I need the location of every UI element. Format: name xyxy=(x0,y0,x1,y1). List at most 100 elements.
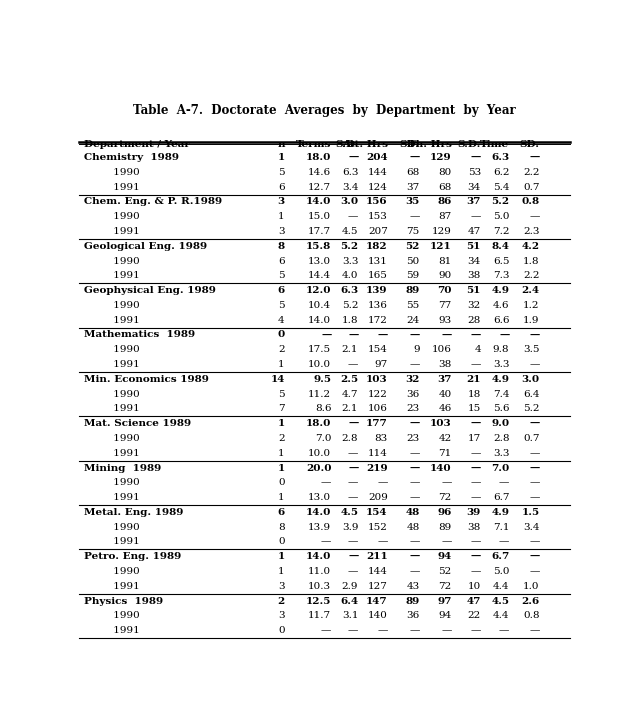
Text: 83: 83 xyxy=(375,434,387,443)
Text: 154: 154 xyxy=(367,508,387,517)
Text: 3: 3 xyxy=(278,227,285,236)
Text: 23: 23 xyxy=(406,434,420,443)
Text: 106: 106 xyxy=(432,346,451,354)
Text: 4.4: 4.4 xyxy=(493,611,510,620)
Text: 4: 4 xyxy=(278,316,285,325)
Text: 93: 93 xyxy=(438,316,451,325)
Text: 7: 7 xyxy=(278,405,285,413)
Text: 106: 106 xyxy=(368,405,387,413)
Text: 5.2: 5.2 xyxy=(340,242,358,251)
Text: 12.0: 12.0 xyxy=(306,286,331,295)
Text: —: — xyxy=(470,626,481,635)
Text: —: — xyxy=(470,212,481,221)
Text: Mat. Science 1989: Mat. Science 1989 xyxy=(84,419,191,428)
Text: 24: 24 xyxy=(406,316,420,325)
Text: 7.2: 7.2 xyxy=(493,227,510,236)
Text: —: — xyxy=(410,331,420,339)
Text: Petro. Eng. 1989: Petro. Eng. 1989 xyxy=(84,552,181,561)
Text: —: — xyxy=(377,331,387,339)
Text: 2.8: 2.8 xyxy=(342,434,358,443)
Text: 129: 129 xyxy=(432,227,451,236)
Text: Department / Year: Department / Year xyxy=(84,140,190,149)
Text: 1: 1 xyxy=(277,153,285,162)
Text: 4.5: 4.5 xyxy=(341,508,358,517)
Text: 10.0: 10.0 xyxy=(308,449,331,458)
Text: 94: 94 xyxy=(437,552,451,561)
Text: 6.3: 6.3 xyxy=(491,153,510,162)
Text: 3.1: 3.1 xyxy=(342,611,358,620)
Text: 0: 0 xyxy=(277,331,285,339)
Text: —: — xyxy=(471,153,481,162)
Text: Chemistry  1989: Chemistry 1989 xyxy=(84,153,179,162)
Text: 219: 219 xyxy=(366,464,387,473)
Text: 23: 23 xyxy=(406,405,420,413)
Text: 5.2: 5.2 xyxy=(523,405,540,413)
Text: Metal. Eng. 1989: Metal. Eng. 1989 xyxy=(84,508,184,517)
Text: —: — xyxy=(377,538,387,547)
Text: —: — xyxy=(441,479,451,487)
Text: —: — xyxy=(348,419,358,428)
Text: 2.2: 2.2 xyxy=(523,272,540,280)
Text: 3.0: 3.0 xyxy=(340,198,358,206)
Text: 9.5: 9.5 xyxy=(313,375,331,384)
Text: 5: 5 xyxy=(278,390,285,399)
Text: 3.4: 3.4 xyxy=(523,523,540,532)
Text: 6.4: 6.4 xyxy=(523,390,540,399)
Text: 0: 0 xyxy=(278,479,285,487)
Text: 153: 153 xyxy=(368,212,387,221)
Text: 14.0: 14.0 xyxy=(306,552,331,561)
Text: 39: 39 xyxy=(467,508,481,517)
Text: 3.4: 3.4 xyxy=(342,183,358,192)
Text: Min. Economics 1989: Min. Economics 1989 xyxy=(84,375,209,384)
Text: —: — xyxy=(499,626,510,635)
Text: SD.: SD. xyxy=(520,140,540,149)
Text: —: — xyxy=(530,331,540,339)
Text: —: — xyxy=(409,626,420,635)
Text: 131: 131 xyxy=(368,257,387,265)
Text: 89: 89 xyxy=(438,523,451,532)
Text: —: — xyxy=(409,538,420,547)
Text: 5: 5 xyxy=(278,272,285,280)
Text: —: — xyxy=(530,552,540,561)
Text: 114: 114 xyxy=(368,449,387,458)
Text: 1: 1 xyxy=(278,449,285,458)
Text: 11.0: 11.0 xyxy=(308,567,331,576)
Text: 11.2: 11.2 xyxy=(308,390,331,399)
Text: 6: 6 xyxy=(277,286,285,295)
Text: Geological Eng. 1989: Geological Eng. 1989 xyxy=(84,242,207,251)
Text: —: — xyxy=(348,626,358,635)
Text: —: — xyxy=(529,212,540,221)
Text: —: — xyxy=(409,212,420,221)
Text: 4.2: 4.2 xyxy=(522,242,540,251)
Text: 0: 0 xyxy=(278,626,285,635)
Text: 1.0: 1.0 xyxy=(523,582,540,591)
Text: 8: 8 xyxy=(277,242,285,251)
Text: 139: 139 xyxy=(367,286,387,295)
Text: 3.9: 3.9 xyxy=(342,523,358,532)
Text: n: n xyxy=(277,140,285,149)
Text: 51: 51 xyxy=(467,286,481,295)
Text: 3.3: 3.3 xyxy=(493,449,510,458)
Text: 94: 94 xyxy=(438,611,451,620)
Text: —: — xyxy=(499,479,510,487)
Text: 68: 68 xyxy=(406,168,420,177)
Text: 6.4: 6.4 xyxy=(340,597,358,606)
Text: 72: 72 xyxy=(438,582,451,591)
Text: 81: 81 xyxy=(438,257,451,265)
Text: —: — xyxy=(529,626,540,635)
Text: —: — xyxy=(470,449,481,458)
Text: —: — xyxy=(348,360,358,369)
Text: 47: 47 xyxy=(468,227,481,236)
Text: 1991: 1991 xyxy=(84,449,140,458)
Text: 140: 140 xyxy=(368,611,387,620)
Text: 46: 46 xyxy=(438,405,451,413)
Text: Chem. Eng. & P. R.1989: Chem. Eng. & P. R.1989 xyxy=(84,198,222,206)
Text: 6: 6 xyxy=(277,508,285,517)
Text: 89: 89 xyxy=(405,286,420,295)
Text: 122: 122 xyxy=(368,390,387,399)
Text: S.D.: S.D. xyxy=(335,140,358,149)
Text: 0.7: 0.7 xyxy=(523,434,540,443)
Text: 35: 35 xyxy=(405,198,420,206)
Text: —: — xyxy=(441,538,451,547)
Text: —: — xyxy=(499,538,510,547)
